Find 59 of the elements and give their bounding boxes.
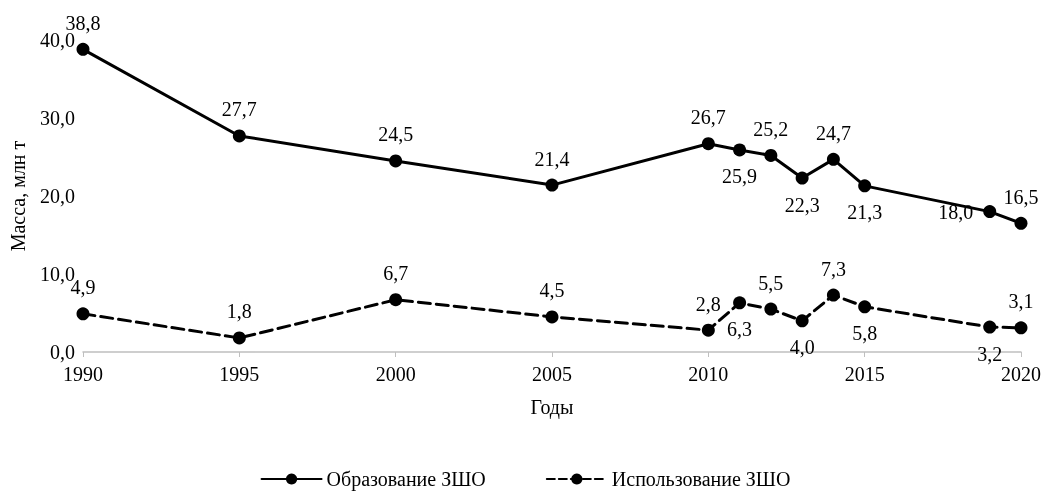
data-label: 2,8 bbox=[695, 292, 721, 315]
data-label: 25,2 bbox=[753, 117, 789, 140]
data-label: 21,3 bbox=[847, 201, 883, 224]
data-label: 6,7 bbox=[383, 262, 409, 285]
point bbox=[826, 152, 840, 166]
x-tick-label: 2010 bbox=[688, 363, 729, 385]
point bbox=[795, 314, 809, 328]
x-tick-label: 1990 bbox=[63, 363, 103, 385]
y-tick-label: 20,0 bbox=[40, 185, 75, 207]
x-tick-label: 1995 bbox=[219, 363, 260, 385]
data-label: 27,7 bbox=[221, 98, 257, 121]
data-label: 21,4 bbox=[534, 147, 570, 170]
point bbox=[826, 288, 840, 302]
point bbox=[1014, 216, 1028, 230]
point bbox=[232, 129, 246, 143]
data-label: 26,7 bbox=[690, 106, 726, 129]
point bbox=[701, 323, 715, 337]
data-label: 3,1 bbox=[1008, 290, 1034, 313]
data-label: 5,8 bbox=[852, 322, 878, 345]
x-tick-label: 2000 bbox=[375, 363, 416, 385]
point bbox=[764, 302, 778, 316]
legend-label: Образование ЗШО bbox=[326, 468, 486, 491]
point bbox=[389, 154, 403, 168]
point bbox=[733, 143, 747, 157]
data-label: 24,7 bbox=[815, 121, 851, 144]
data-label: 4,5 bbox=[539, 279, 565, 302]
data-label: 24,5 bbox=[378, 123, 414, 146]
data-label: 4,0 bbox=[789, 336, 815, 359]
point bbox=[733, 296, 747, 310]
point bbox=[858, 300, 872, 314]
x-axis-title: Годы bbox=[530, 396, 574, 419]
point bbox=[764, 148, 778, 162]
y-tick-label: 30,0 bbox=[40, 107, 75, 129]
point bbox=[983, 320, 997, 334]
point bbox=[389, 293, 403, 307]
point bbox=[232, 331, 246, 345]
x-tick-label: 2020 bbox=[1001, 363, 1041, 385]
point bbox=[983, 205, 997, 219]
x-tick-label: 2005 bbox=[532, 363, 572, 385]
point bbox=[76, 42, 90, 56]
point bbox=[795, 171, 809, 185]
data-label: 1,8 bbox=[226, 300, 252, 323]
data-label: 22,3 bbox=[784, 193, 820, 216]
x-tick-label: 2015 bbox=[844, 363, 885, 385]
point bbox=[701, 137, 715, 151]
data-label: 3,2 bbox=[977, 342, 1003, 365]
point bbox=[76, 307, 90, 321]
point bbox=[858, 179, 872, 193]
point bbox=[545, 178, 559, 192]
point bbox=[1014, 321, 1028, 335]
y-tick-label: 0,0 bbox=[50, 341, 75, 363]
data-label: 7,3 bbox=[820, 257, 846, 280]
data-label: 6,3 bbox=[727, 318, 753, 341]
y-axis-title: Масса, млн т bbox=[7, 140, 29, 252]
data-label: 25,9 bbox=[722, 165, 758, 188]
point bbox=[545, 310, 559, 324]
legend-label: Использование ЗШО bbox=[611, 468, 791, 490]
data-label: 5,5 bbox=[758, 271, 784, 294]
data-label: 16,5 bbox=[1003, 185, 1039, 208]
